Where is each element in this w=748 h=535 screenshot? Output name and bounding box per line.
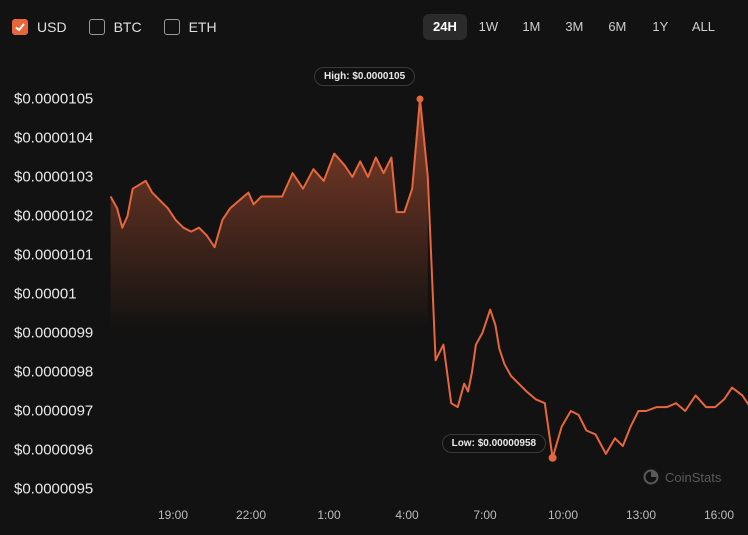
y-tick-label: $0.0000104 — [14, 129, 94, 147]
y-tick-label: $0.0000096 — [14, 441, 94, 459]
currency-selector: USD BTC ETH — [12, 19, 217, 35]
y-tick-label: $0.0000101 — [14, 246, 94, 264]
btc-checkbox[interactable] — [88, 19, 105, 35]
range-1w-tab[interactable]: 1W — [478, 19, 499, 34]
low-marker — [548, 453, 557, 462]
x-tick-label: 10:00 — [547, 508, 579, 522]
y-tick-label: $0.0000103 — [14, 168, 94, 186]
time-range-tabs: 24H 1W 1M 3M 6M 1Y ALL — [423, 14, 725, 40]
x-tick-label: 4:00 — [395, 508, 419, 522]
x-tick-label: 13:00 — [625, 508, 657, 522]
currency-eth[interactable]: ETH — [163, 19, 217, 35]
low-tooltip: Low: $0.00000958 — [441, 433, 547, 453]
x-tick-label: 22:00 — [235, 508, 267, 522]
y-tick-label: $0.0000095 — [14, 480, 94, 498]
range-3m-tab[interactable]: 3M — [565, 19, 584, 34]
currency-btc[interactable]: BTC — [88, 19, 142, 35]
coinstats-logo-icon — [643, 469, 659, 485]
x-tick-label: 7:00 — [473, 508, 497, 522]
y-tick-label: $0.0000098 — [14, 363, 94, 381]
usd-checkbox[interactable] — [12, 19, 28, 35]
x-tick-label: 19:00 — [157, 508, 189, 522]
high-marker — [416, 95, 424, 103]
currency-usd-label: USD — [37, 19, 67, 35]
y-tick-label: $0.0000105 — [14, 90, 94, 108]
eth-checkbox[interactable] — [163, 19, 180, 35]
currency-usd[interactable]: USD — [12, 19, 67, 35]
check-icon — [15, 23, 25, 32]
range-24h-tab[interactable]: 24H — [423, 14, 467, 40]
brand-name: CoinStats — [665, 469, 722, 485]
y-tick-label: $0.0000099 — [14, 324, 94, 342]
y-tick-label: $0.00001 — [14, 285, 77, 303]
range-all-tab[interactable]: ALL — [691, 19, 715, 34]
y-tick-label: $0.0000102 — [14, 207, 94, 225]
price-area-fill — [110, 99, 428, 330]
price-line — [109, 98, 748, 459]
x-tick-label: 1:00 — [317, 508, 341, 522]
range-1m-tab[interactable]: 1M — [522, 19, 541, 34]
coinstats-watermark: CoinStats — [643, 469, 721, 485]
currency-eth-label: ETH — [188, 19, 217, 35]
x-tick-label: 16:00 — [703, 508, 735, 522]
range-6m-tab[interactable]: 6M — [608, 19, 627, 34]
y-tick-label: $0.0000097 — [14, 402, 94, 420]
currency-btc-label: BTC — [113, 19, 142, 35]
range-1y-tab[interactable]: 1Y — [652, 19, 669, 34]
high-tooltip: High: $0.0000105 — [314, 67, 416, 86]
